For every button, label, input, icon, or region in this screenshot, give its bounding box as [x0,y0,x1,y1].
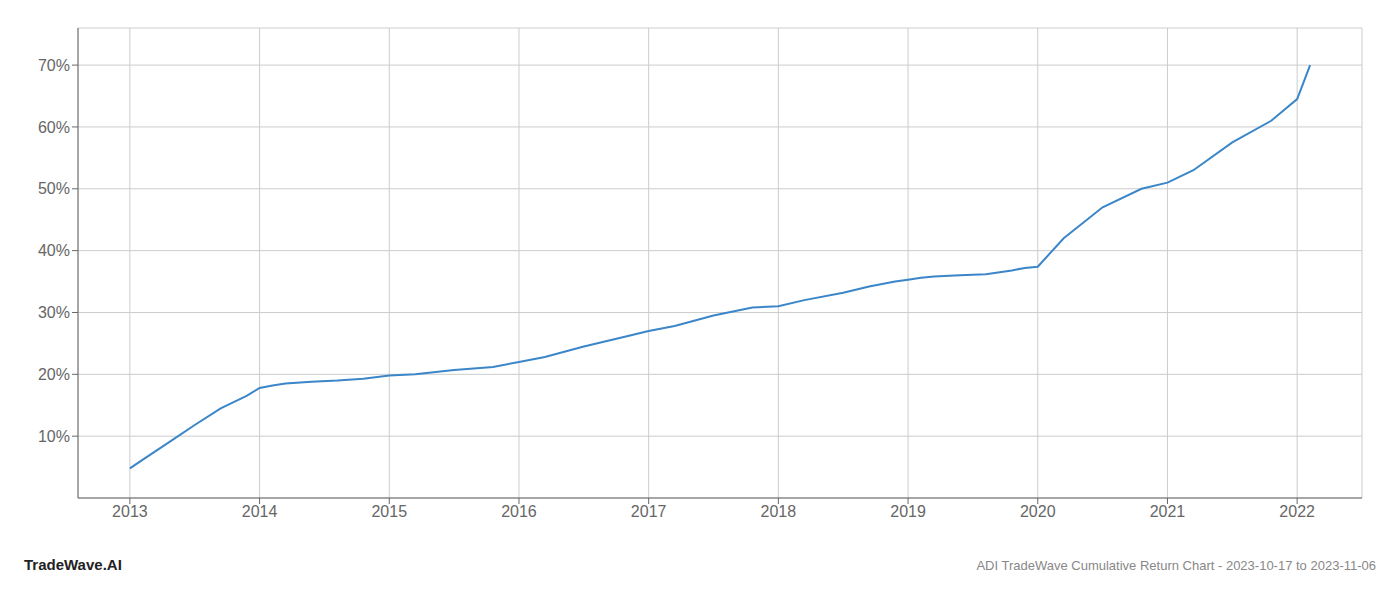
svg-text:60%: 60% [38,119,70,136]
svg-text:2014: 2014 [242,503,278,520]
svg-text:10%: 10% [38,428,70,445]
svg-text:50%: 50% [38,180,70,197]
html-text:TradeWave.AI: TradeWave.AI [24,556,122,573]
svg-text:2019: 2019 [890,503,926,520]
svg-text:2020: 2020 [1020,503,1056,520]
svg-text:2016: 2016 [501,503,537,520]
html-text:ADI TradeWave Cumulative Retur: ADI TradeWave Cumulative Return Chart - … [976,558,1376,573]
svg-text:40%: 40% [38,242,70,259]
svg-text:30%: 30% [38,304,70,321]
svg-text:2017: 2017 [631,503,667,520]
svg-text:70%: 70% [38,57,70,74]
svg-text:2018: 2018 [761,503,797,520]
svg-text:2013: 2013 [112,503,148,520]
svg-text:2021: 2021 [1150,503,1186,520]
svg-text:20%: 20% [38,366,70,383]
svg-text:2015: 2015 [371,503,407,520]
svg-text:2022: 2022 [1279,503,1315,520]
